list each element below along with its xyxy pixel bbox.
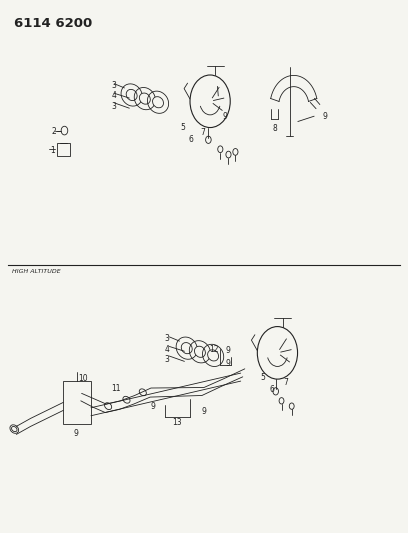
- Text: 4: 4: [111, 92, 116, 100]
- Text: 2: 2: [51, 127, 56, 135]
- Text: 3: 3: [164, 334, 169, 343]
- Text: 5: 5: [180, 124, 185, 132]
- Text: 4: 4: [164, 345, 169, 353]
- Text: 8: 8: [273, 125, 277, 133]
- Text: 6: 6: [269, 385, 274, 393]
- Circle shape: [273, 387, 279, 395]
- Text: 5: 5: [260, 373, 265, 382]
- Circle shape: [206, 136, 211, 143]
- Text: 9: 9: [322, 112, 327, 120]
- Text: 7: 7: [284, 378, 288, 387]
- Bar: [63, 381, 91, 424]
- Ellipse shape: [140, 93, 150, 104]
- Bar: [57, 142, 70, 156]
- Ellipse shape: [153, 96, 164, 108]
- Text: 3: 3: [164, 356, 169, 364]
- Text: 1: 1: [50, 146, 55, 155]
- Text: 9: 9: [73, 429, 78, 438]
- Text: 9: 9: [225, 346, 230, 355]
- Ellipse shape: [181, 343, 192, 354]
- Text: 9: 9: [223, 112, 228, 120]
- Text: 3: 3: [111, 81, 116, 90]
- Text: 9: 9: [151, 402, 156, 410]
- Ellipse shape: [208, 350, 219, 361]
- Text: 6: 6: [188, 135, 193, 144]
- Ellipse shape: [11, 426, 17, 432]
- Ellipse shape: [126, 90, 137, 101]
- Text: 10: 10: [78, 374, 88, 383]
- Text: 9: 9: [225, 359, 230, 368]
- Text: 11: 11: [111, 384, 120, 392]
- Text: 13: 13: [172, 418, 182, 426]
- Text: HIGH ALTITUDE: HIGH ALTITUDE: [12, 269, 61, 274]
- Ellipse shape: [195, 346, 205, 357]
- Text: 3: 3: [111, 102, 116, 111]
- Text: 6114 6200: 6114 6200: [14, 17, 93, 30]
- Text: 9: 9: [202, 407, 207, 416]
- Text: 12: 12: [209, 345, 218, 353]
- Text: 7: 7: [201, 128, 206, 136]
